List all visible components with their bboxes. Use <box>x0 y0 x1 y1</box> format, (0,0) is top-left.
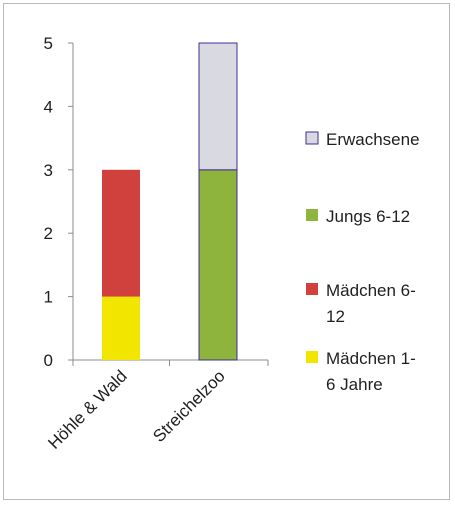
legend-item: Erwachsene <box>305 130 420 149</box>
y-tick-labels: 0 1 2 3 4 5 <box>44 34 53 370</box>
bars <box>102 42 238 361</box>
bar-segment <box>198 42 238 171</box>
y-tick-label: 1 <box>44 288 53 307</box>
legend-label: Erwachsene <box>326 130 420 149</box>
legend-item: Mädchen 6- 12 <box>306 281 416 326</box>
legend-item: Jungs 6-12 <box>306 207 410 226</box>
legend-label: Jungs 6-12 <box>326 207 410 226</box>
y-tick-label: 4 <box>44 97 53 116</box>
legend-label: 12 <box>326 307 345 326</box>
legend-swatch <box>306 351 318 363</box>
legend-swatch <box>306 209 318 221</box>
legend-label: Mädchen 6- <box>326 281 416 300</box>
legend-item: Mädchen 1- 6 Jahre <box>306 349 416 394</box>
legend-swatch <box>306 283 318 295</box>
legend-swatch <box>305 131 319 145</box>
axes <box>68 42 269 366</box>
y-tick-label: 5 <box>44 34 53 53</box>
x-category-labels: Höhle & Wald Streichelzoo <box>44 366 228 452</box>
legend-label: 6 Jahre <box>326 375 383 394</box>
x-category-label: Höhle & Wald <box>44 366 130 452</box>
bar-segment <box>102 296 140 360</box>
x-category-label: Streichelzoo <box>149 366 229 446</box>
legend-label: Mädchen 1- <box>326 349 416 368</box>
y-tick-label: 3 <box>44 161 53 180</box>
bar-segment <box>102 169 140 297</box>
bar-segment <box>198 169 238 361</box>
y-tick-label: 0 <box>44 351 53 370</box>
y-tick-label: 2 <box>44 224 53 243</box>
